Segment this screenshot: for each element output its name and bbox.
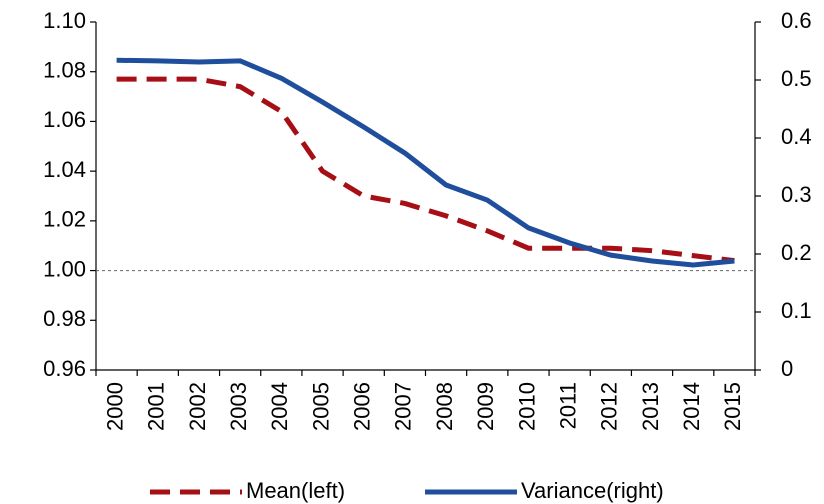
x-tick-label: 2006	[350, 382, 375, 431]
y2-tick-label: 0.5	[781, 66, 812, 91]
y-tick-label: 1.04	[43, 157, 86, 182]
x-tick-label: 2013	[638, 382, 663, 431]
y2-tick-label: 0.2	[781, 240, 812, 265]
x-tick-label: 2000	[102, 382, 127, 431]
legend-label: Mean(left)	[246, 478, 345, 503]
x-tick-label: 2003	[226, 382, 251, 431]
series-line	[116, 76, 735, 264]
series-line	[116, 57, 735, 268]
x-tick-label: 2002	[185, 382, 210, 431]
y2-tick-label: 0.6	[781, 8, 812, 33]
y2-tick-label: 0.4	[781, 124, 812, 149]
x-tick-label: 2005	[308, 382, 333, 431]
y-tick-label: 1.10	[43, 8, 86, 33]
x-tick-label: 2001	[144, 382, 169, 431]
x-tick-label: 2007	[391, 382, 416, 431]
x-tick-label: 2012	[597, 382, 622, 431]
y-tick-label: 0.98	[43, 306, 86, 331]
x-tick-label: 2015	[720, 382, 745, 431]
x-tick-label: 2010	[514, 382, 539, 431]
x-tick-label: 2011	[555, 382, 580, 429]
x-tick-label: 2009	[473, 382, 498, 431]
x-tick-label: 2008	[432, 382, 457, 431]
y-tick-label: 1.02	[43, 207, 86, 232]
y-tick-label: 1.06	[43, 107, 86, 132]
y2-tick-label: 0	[781, 356, 793, 381]
x-tick-label: 2014	[679, 382, 704, 431]
y2-tick-label: 0.1	[781, 298, 812, 323]
y-tick-label: 1.08	[43, 58, 86, 83]
x-tick-label: 2004	[267, 382, 292, 431]
y-tick-label: 1.00	[43, 256, 86, 281]
y2-tick-label: 0.3	[781, 182, 812, 207]
y-tick-label: 0.96	[43, 356, 86, 381]
legend-label: Variance(right)	[521, 478, 664, 503]
